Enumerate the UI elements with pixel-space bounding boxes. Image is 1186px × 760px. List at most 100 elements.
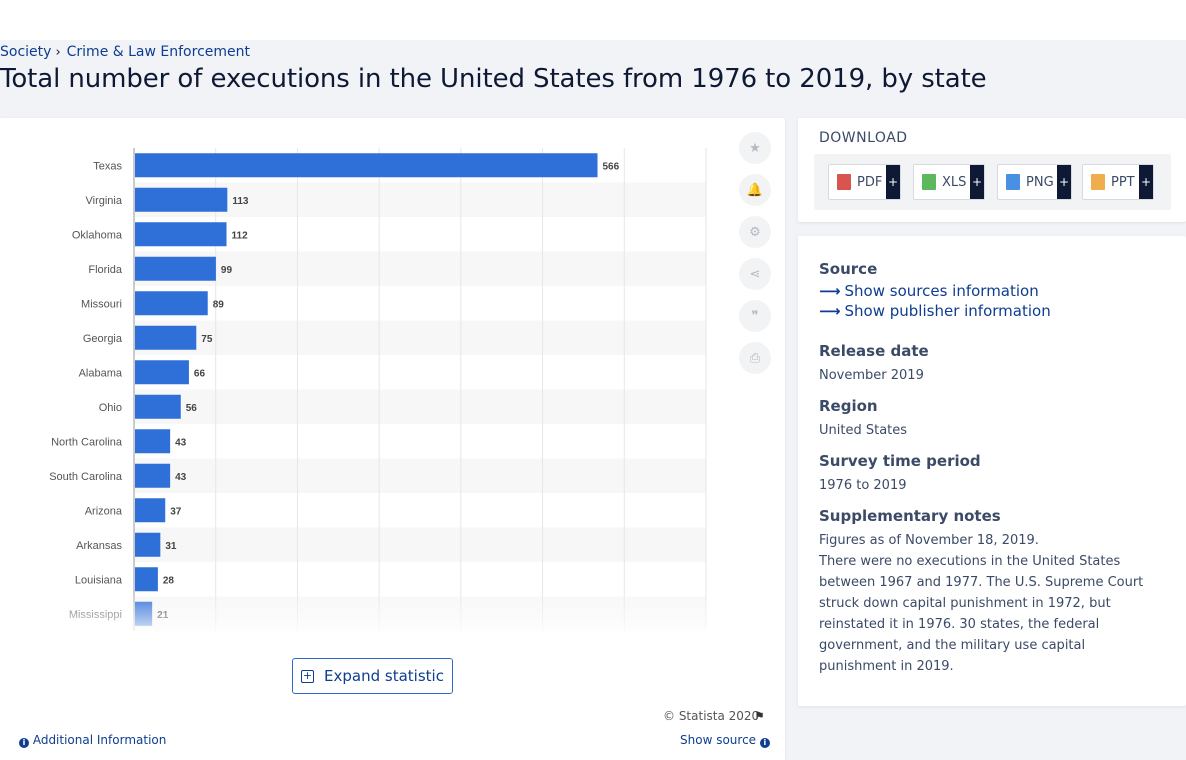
bar-ohio bbox=[135, 394, 181, 419]
bar-arizona bbox=[135, 498, 166, 523]
download-pdf-button[interactable]: PDF + bbox=[828, 164, 901, 200]
download-ppt-button[interactable]: PPT + bbox=[1082, 164, 1154, 200]
bar-north-carolina bbox=[135, 429, 171, 454]
download-heading: DOWNLOAD bbox=[819, 130, 908, 146]
category-label: Arkansas bbox=[76, 540, 122, 552]
row-stripe bbox=[134, 458, 706, 493]
show-source-label: Show source bbox=[680, 733, 757, 747]
download-pdf-label: PDF bbox=[857, 174, 883, 190]
copyright: © Statista 2020 bbox=[663, 709, 760, 723]
category-label: Missouri bbox=[81, 298, 122, 310]
region-value: United States bbox=[819, 423, 908, 438]
value-label: 112 bbox=[232, 230, 249, 241]
show-publisher-label: Show publisher information bbox=[844, 302, 1051, 320]
category-label: Arizona bbox=[85, 505, 123, 517]
category-label: Florida bbox=[88, 264, 123, 276]
value-label: 113 bbox=[232, 196, 249, 207]
bar-virginia bbox=[135, 187, 228, 212]
bar-arkansas bbox=[135, 532, 161, 557]
statistic-info-card: Source ⟶ Show sources information ⟶ Show p… bbox=[798, 236, 1186, 706]
download-button-group: PDF + XLS + PNG + PPT + bbox=[814, 154, 1171, 210]
category-label: Alabama bbox=[79, 367, 123, 379]
category-label: Texas bbox=[93, 160, 122, 172]
supplementary-notes-section: Supplementary notes Figures as of Novemb… bbox=[819, 507, 1164, 677]
row-stripe bbox=[134, 320, 706, 355]
category-label: North Carolina bbox=[51, 436, 123, 448]
row-stripe bbox=[134, 389, 706, 424]
category-label: Ohio bbox=[99, 402, 122, 414]
breadcrumb-society[interactable]: Society bbox=[0, 44, 52, 60]
plus-icon: + bbox=[970, 165, 984, 199]
value-label: 75 bbox=[201, 334, 213, 345]
download-card: DOWNLOAD PDF + XLS + PNG + PPT + bbox=[798, 118, 1186, 222]
report-flag-icon[interactable]: ⚑ bbox=[754, 709, 765, 723]
value-label: 99 bbox=[221, 265, 233, 276]
value-label: 43 bbox=[175, 437, 187, 448]
cite-quote-icon[interactable]: ❞ bbox=[739, 300, 771, 332]
value-label: 37 bbox=[170, 506, 182, 517]
top-bar bbox=[0, 0, 1186, 40]
settings-gear-icon[interactable]: ⚙ bbox=[739, 216, 771, 248]
supplementary-notes-line2: There were no executions in the United S… bbox=[819, 554, 1144, 674]
alert-bell-icon[interactable]: 🔔 bbox=[739, 174, 771, 206]
value-label: 31 bbox=[165, 541, 177, 552]
page-title: Total number of executions in the United… bbox=[0, 64, 987, 94]
bar-oklahoma bbox=[135, 222, 227, 247]
arrow-right-icon: ⟶ bbox=[819, 282, 841, 300]
ppt-file-icon bbox=[1091, 174, 1105, 190]
row-stripe bbox=[134, 527, 706, 562]
value-label: 43 bbox=[175, 472, 187, 483]
print-icon[interactable]: ⎙ bbox=[739, 342, 771, 374]
breadcrumb: Society › Crime & Law Enforcement bbox=[0, 43, 250, 61]
release-heading: Release date bbox=[819, 342, 929, 360]
arrow-right-icon: ⟶ bbox=[819, 302, 841, 320]
plus-square-icon: + bbox=[301, 668, 315, 683]
breadcrumb-separator: › bbox=[55, 44, 61, 60]
survey-period-heading: Survey time period bbox=[819, 452, 981, 470]
download-png-button[interactable]: PNG + bbox=[997, 164, 1072, 200]
download-ppt-label: PPT bbox=[1111, 174, 1135, 190]
share-icon[interactable]: ⋖ bbox=[739, 258, 771, 290]
pdf-file-icon bbox=[837, 174, 851, 190]
show-sources-link[interactable]: ⟶ Show sources information bbox=[819, 282, 1051, 300]
region-section: Region United States bbox=[819, 397, 907, 441]
additional-information-link[interactable]: i Additional Information bbox=[19, 733, 166, 748]
category-label: Louisiana bbox=[75, 574, 123, 586]
row-stripe bbox=[134, 251, 706, 286]
download-xls-label: XLS bbox=[942, 174, 967, 190]
bar-chart: Texas 566 Virginia 113 Oklahoma 112 Florida 99 M… bbox=[49, 148, 707, 631]
show-publisher-link[interactable]: ⟶ Show publisher information bbox=[819, 302, 1051, 320]
favorite-icon[interactable]: ★ bbox=[739, 132, 771, 164]
bar-georgia bbox=[135, 325, 197, 350]
category-label: Oklahoma bbox=[72, 229, 123, 241]
bar-alabama bbox=[135, 360, 189, 385]
bar-south-carolina bbox=[135, 463, 171, 488]
plus-icon: + bbox=[1139, 165, 1153, 199]
plus-icon: + bbox=[886, 165, 900, 199]
value-label: 66 bbox=[194, 368, 206, 379]
bar-florida bbox=[135, 256, 216, 281]
download-png-label: PNG bbox=[1026, 174, 1054, 190]
category-label: South Carolina bbox=[49, 471, 123, 483]
survey-period-value: 1976 to 2019 bbox=[819, 478, 907, 493]
show-sources-label: Show sources information bbox=[844, 282, 1039, 300]
info-icon: i bbox=[759, 738, 770, 748]
expand-statistic-button[interactable]: + Expand statistic bbox=[292, 658, 453, 694]
additional-information-label: Additional Information bbox=[32, 733, 167, 747]
value-label: 566 bbox=[603, 161, 620, 172]
supplementary-notes-line1: Figures as of November 18, 2019. bbox=[819, 533, 1039, 548]
breadcrumb-crime-law[interactable]: Crime & Law Enforcement bbox=[66, 44, 250, 60]
survey-period-section: Survey time period 1976 to 2019 bbox=[819, 452, 981, 496]
bar-missouri bbox=[135, 291, 208, 316]
category-label: Georgia bbox=[83, 333, 123, 345]
download-xls-button[interactable]: XLS + bbox=[913, 164, 985, 200]
plus-icon: + bbox=[1057, 165, 1071, 199]
info-icon: i bbox=[19, 738, 29, 748]
show-source-link[interactable]: Show source i bbox=[680, 733, 770, 748]
value-label: 89 bbox=[213, 299, 225, 310]
chart-card bbox=[0, 118, 785, 760]
chart-fade-overlay bbox=[0, 590, 720, 635]
value-label: 28 bbox=[163, 575, 175, 586]
release-value: November 2019 bbox=[819, 368, 924, 383]
source-heading: Source bbox=[819, 260, 878, 278]
